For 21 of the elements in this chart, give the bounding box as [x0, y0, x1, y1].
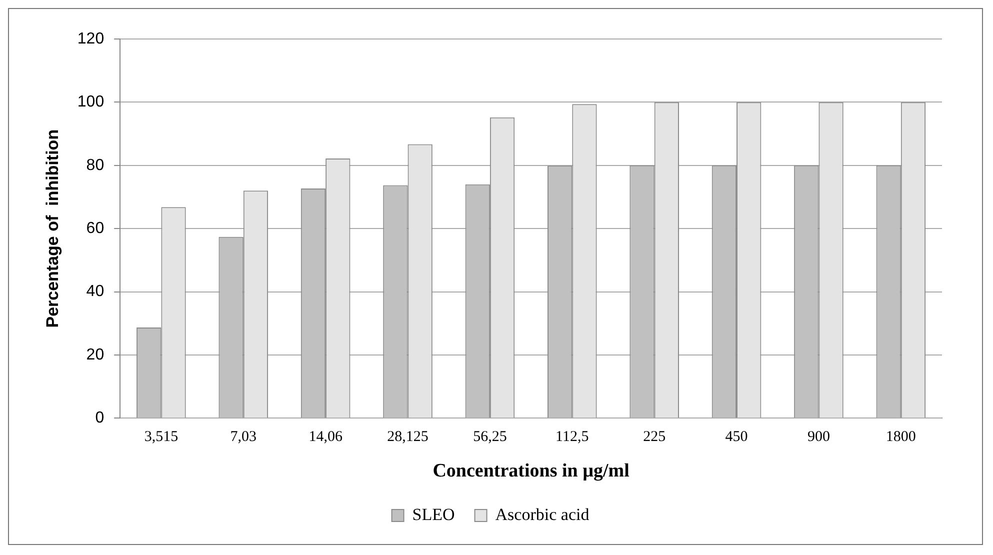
y-tick-label: 120: [77, 30, 104, 48]
x-tick-label: 7,03: [230, 429, 257, 446]
x-tick-label: 14,06: [308, 429, 343, 446]
x-tick-label: 450: [725, 429, 748, 446]
y-tick-label: 40: [86, 283, 104, 300]
y-tick-label: 20: [86, 346, 104, 364]
x-axis-title: Concentrations in µg/ml: [432, 460, 630, 482]
x-tick-label: 56,25: [473, 429, 507, 446]
y-axis-title: Percentage of inhibition: [42, 129, 62, 328]
y-tick-label: 0: [95, 410, 104, 427]
x-tick-label: 1800: [886, 429, 916, 446]
x-tick-label: 225: [643, 429, 666, 446]
y-tick-label: 80: [86, 156, 104, 174]
legend-label: SLEO: [412, 504, 455, 524]
x-tick-label: 28,125: [387, 429, 428, 446]
legend-label: Ascorbic acid: [495, 504, 590, 524]
x-tick-label: 3,515: [144, 429, 178, 446]
y-tick-label: 60: [86, 220, 104, 238]
y-tick-label: 100: [77, 94, 104, 111]
x-tick-label: 900: [807, 429, 830, 446]
x-tick-label: 112,5: [556, 429, 589, 446]
